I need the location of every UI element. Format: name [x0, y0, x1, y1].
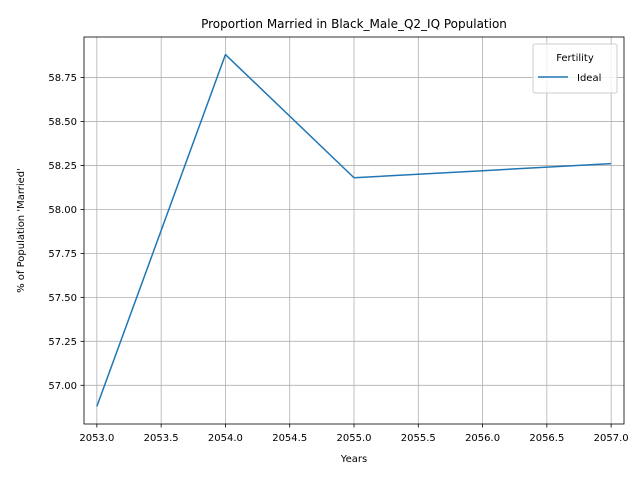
x-tick-label: 2055.0 [337, 433, 372, 444]
legend-box [532, 43, 618, 94]
y-tick-label: 57.75 [48, 249, 77, 260]
series-lines [96, 53, 612, 407]
y-axis-label: % of Population 'Married' [16, 168, 27, 293]
x-tick-label: 2053.0 [79, 433, 114, 444]
x-tick-label: 2056.0 [465, 433, 500, 444]
x-axis-ticks: 2053.0 2053.5 2054.0 2054.5 2055.0 2055.5 2056… [79, 424, 629, 444]
x-tick-label: 2056.5 [529, 433, 564, 444]
y-tick-label: 57.25 [48, 337, 77, 348]
chart-title: Proportion Married in Black_Male_Q2_IQ P… [201, 17, 507, 31]
x-tick-label: 2055.5 [401, 433, 436, 444]
x-tick-label: 2057.0 [594, 433, 629, 444]
y-tick-label: 58.50 [48, 117, 77, 128]
legend-title: Fertility [556, 53, 594, 64]
y-tick-label: 58.00 [48, 205, 77, 216]
x-tick-label: 2053.5 [144, 433, 179, 444]
x-tick-label: 2054.0 [208, 433, 243, 444]
y-tick-label: 58.75 [48, 73, 77, 84]
legend-label-ideal: Ideal [577, 73, 601, 84]
x-tick-label: 2054.5 [272, 433, 307, 444]
x-axis-label: Years [340, 454, 367, 465]
legend: Fertility Ideal [532, 43, 618, 94]
y-tick-label: 58.25 [48, 161, 77, 172]
y-axis-ticks: 57.00 57.25 57.50 57.75 58.00 58.25 58.50 58.75 [48, 73, 84, 392]
grid-lines [84, 37, 624, 424]
y-tick-label: 57.50 [48, 293, 77, 304]
y-tick-label: 57.00 [48, 381, 77, 392]
